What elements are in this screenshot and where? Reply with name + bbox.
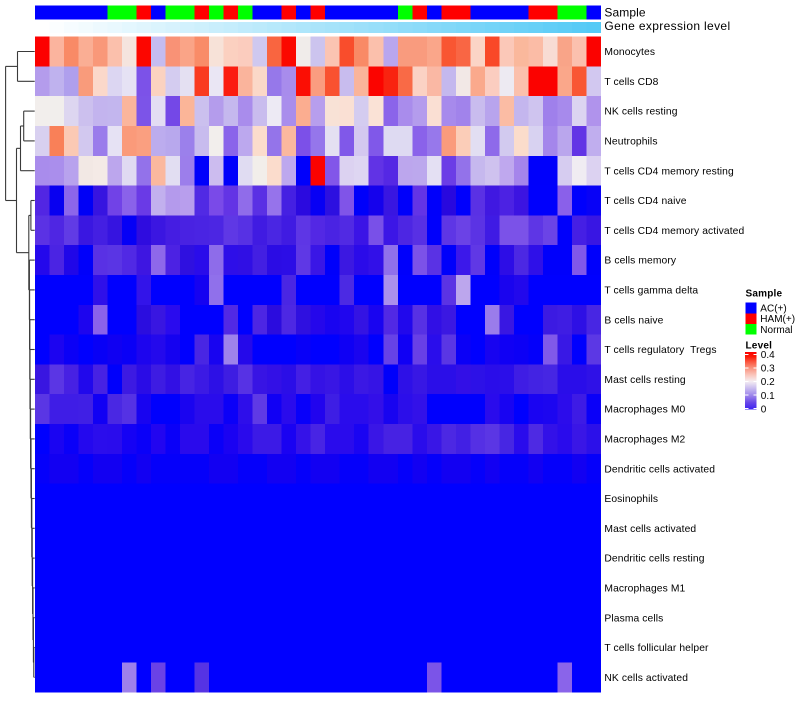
svg-text:0.3: 0.3 bbox=[761, 364, 775, 375]
svg-text:Dendritic cells resting: Dendritic cells resting bbox=[604, 554, 704, 565]
svg-text:Plasma cells: Plasma cells bbox=[604, 613, 663, 624]
svg-text:0.2: 0.2 bbox=[761, 377, 775, 388]
svg-text:Gene expression level: Gene expression level bbox=[604, 19, 730, 33]
svg-text:Dendritic cells activated: Dendritic cells activated bbox=[604, 464, 715, 475]
svg-text:T cells CD4 naive: T cells CD4 naive bbox=[604, 196, 686, 207]
svg-text:NK cells resting: NK cells resting bbox=[604, 107, 677, 118]
svg-text:Eosinophils: Eosinophils bbox=[604, 494, 658, 505]
svg-text:AC(+): AC(+) bbox=[760, 304, 786, 315]
svg-text:0.4: 0.4 bbox=[761, 350, 775, 361]
svg-text:T cells CD4 memory resting: T cells CD4 memory resting bbox=[604, 166, 734, 177]
svg-text:Monocytes: Monocytes bbox=[604, 47, 655, 58]
svg-text:HAM(+): HAM(+) bbox=[760, 314, 795, 325]
svg-text:Macrophages M1: Macrophages M1 bbox=[604, 584, 685, 595]
svg-text:Normal: Normal bbox=[760, 325, 792, 336]
svg-text:Sample: Sample bbox=[604, 6, 646, 20]
svg-text:Neutrophils: Neutrophils bbox=[604, 137, 657, 148]
svg-text:T cells gamma delta: T cells gamma delta bbox=[604, 286, 698, 297]
svg-text:0: 0 bbox=[761, 404, 767, 415]
svg-text:T cells follicular helper: T cells follicular helper bbox=[604, 643, 709, 654]
svg-text:B cells memory: B cells memory bbox=[604, 256, 677, 267]
svg-text:NK cells activated: NK cells activated bbox=[604, 673, 688, 684]
svg-text:Macrophages M0: Macrophages M0 bbox=[604, 405, 685, 416]
svg-text:0.1: 0.1 bbox=[761, 391, 775, 402]
svg-text:Mast cells activated: Mast cells activated bbox=[604, 524, 696, 535]
svg-text:Mast cells resting: Mast cells resting bbox=[604, 375, 686, 386]
svg-text:T cells CD4 memory activated: T cells CD4 memory activated bbox=[604, 226, 744, 237]
svg-text:Macrophages M2: Macrophages M2 bbox=[604, 435, 685, 446]
svg-text:Sample: Sample bbox=[746, 289, 783, 300]
svg-text:T cells regulatory Tregs: T cells regulatory Tregs bbox=[604, 345, 716, 356]
svg-text:Level: Level bbox=[746, 340, 773, 351]
svg-text:T cells CD8: T cells CD8 bbox=[604, 77, 658, 88]
svg-text:B cells naive: B cells naive bbox=[604, 315, 663, 326]
